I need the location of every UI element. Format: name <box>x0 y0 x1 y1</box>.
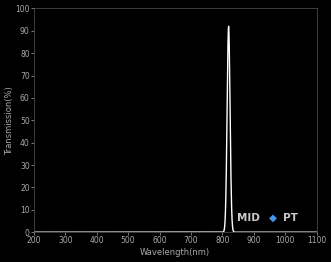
X-axis label: Wavelength(nm): Wavelength(nm) <box>140 248 210 257</box>
Y-axis label: Transmission(%): Transmission(%) <box>5 86 14 155</box>
Text: MID: MID <box>237 213 260 223</box>
Text: ◆: ◆ <box>268 213 276 223</box>
Text: PT: PT <box>283 213 298 223</box>
